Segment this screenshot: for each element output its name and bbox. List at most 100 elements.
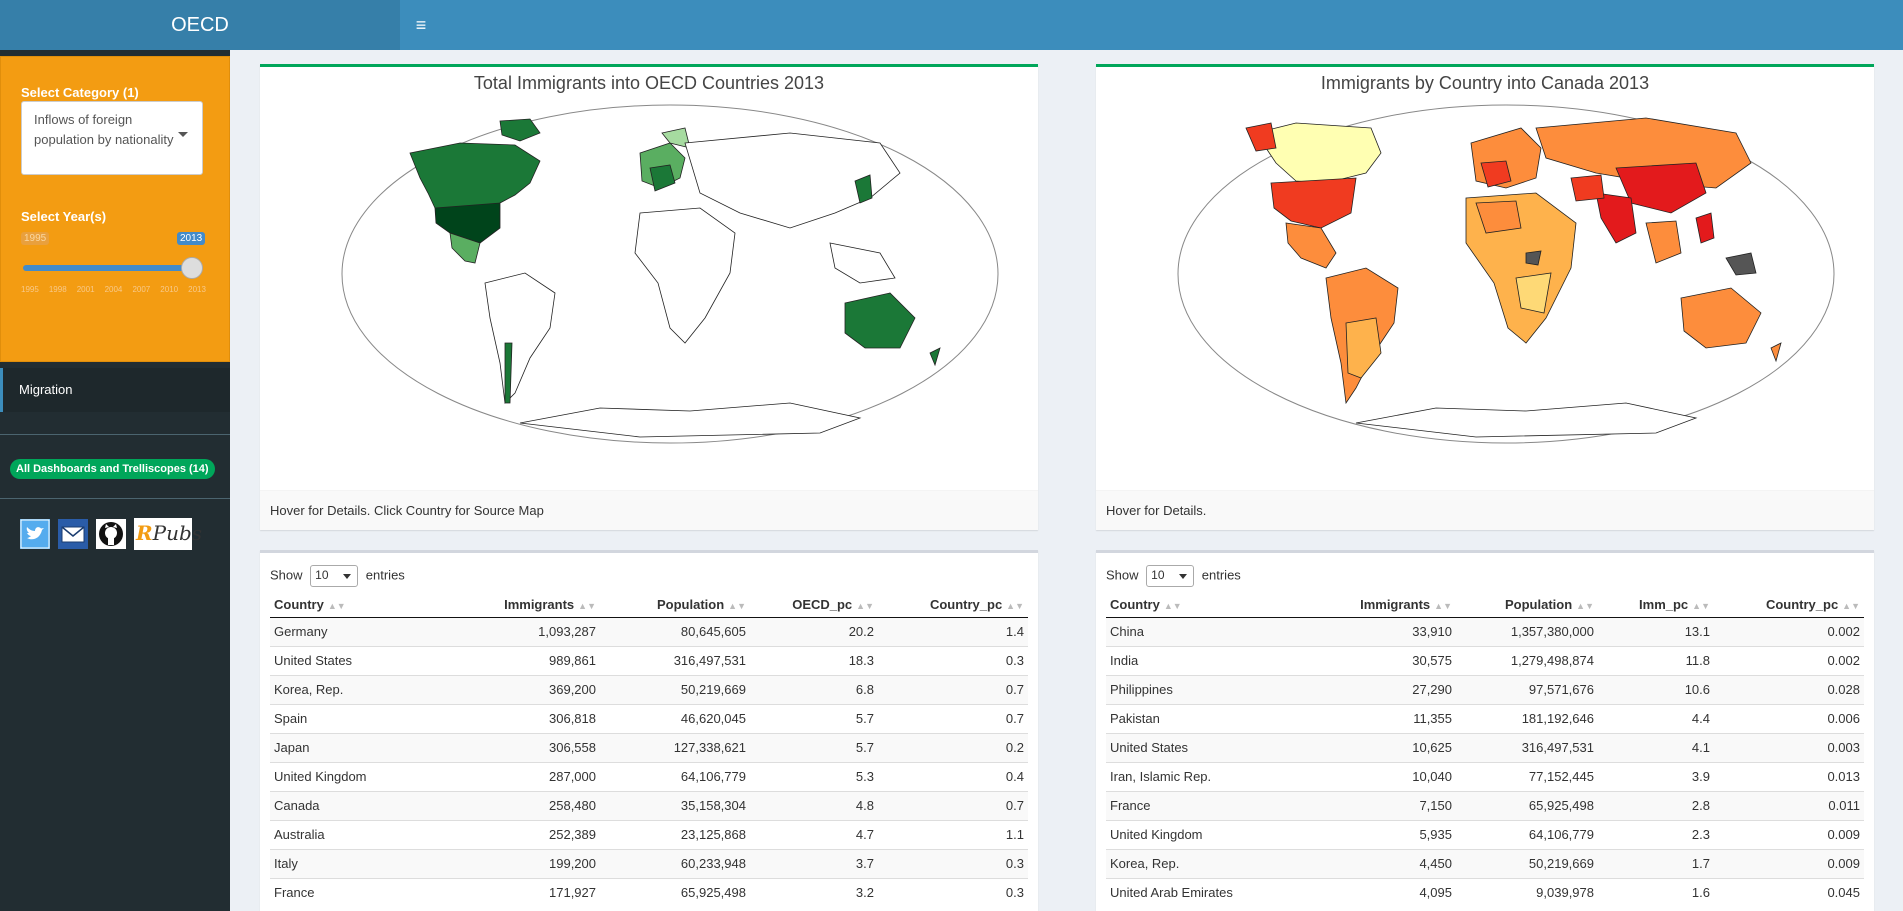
category-select[interactable]: Inflows of foreign population by nationa…	[21, 101, 203, 175]
rpubs-logo-r: R	[136, 521, 153, 545]
table-cell: 5.7	[750, 732, 878, 762]
column-header-country-pc[interactable]: Country_pc ▲▼	[1714, 593, 1864, 618]
table-cell: Italy	[270, 848, 440, 878]
oecd-data-table: Country ▲▼ Immigrants ▲▼ Population ▲▼ OECD…	[270, 593, 1028, 907]
slider-ticks: 1995 1998 2001 2004 2007 2010 2013	[21, 285, 206, 294]
table-cell: 4.8	[750, 790, 878, 820]
slider-tick: 2001	[76, 285, 95, 294]
app-logo[interactable]: OECD	[0, 0, 400, 50]
table-row[interactable]: France 7,150 65,925,498 2.8 0.011	[1106, 790, 1864, 820]
table-cell: 3.7	[750, 848, 878, 878]
table-row[interactable]: Korea, Rep. 369,200 50,219,669 6.8 0.7	[270, 674, 1028, 704]
all-dashboards-link[interactable]: All Dashboards and Trelliscopes (14)	[10, 459, 215, 479]
table-row[interactable]: Italy 199,200 60,233,948 3.7 0.3	[270, 848, 1028, 878]
column-header-country-pc[interactable]: Country_pc ▲▼	[878, 593, 1028, 618]
table-cell: 171,927	[440, 877, 600, 907]
table-row[interactable]: United Kingdom 287,000 64,106,779 5.3 0.4	[270, 761, 1028, 791]
table-cell: 989,861	[440, 645, 600, 675]
column-header-population[interactable]: Population ▲▼	[1456, 593, 1598, 618]
table-row[interactable]: Pakistan 11,355 181,192,646 4.4 0.006	[1106, 703, 1864, 733]
column-header-oecd-pc[interactable]: OECD_pc ▲▼	[750, 593, 878, 618]
table-row[interactable]: China 33,910 1,357,380,000 13.1 0.002	[1106, 616, 1864, 646]
table-row[interactable]: United Kingdom 5,935 64,106,779 2.3 0.009	[1106, 819, 1864, 849]
table-cell: 199,200	[440, 848, 600, 878]
table-cell: 1.4	[878, 616, 1028, 646]
column-header-country[interactable]: Country ▲▼	[1106, 593, 1306, 618]
column-header-population[interactable]: Population ▲▼	[600, 593, 750, 618]
slider-tick: 1995	[21, 285, 39, 294]
sort-icon: ▲▼	[578, 601, 596, 612]
table-row[interactable]: Japan 306,558 127,338,621 5.7 0.2	[270, 732, 1028, 762]
sort-icon: ▲▼	[1006, 601, 1024, 612]
table-cell: 77,152,445	[1456, 761, 1598, 791]
table-cell: 10.6	[1598, 674, 1714, 704]
table-cell: 30,575	[1306, 645, 1456, 675]
table-cell: 0.7	[878, 790, 1028, 820]
table-cell: 2.3	[1598, 819, 1714, 849]
table-row[interactable]: Australia 252,389 23,125,868 4.7 1.1	[270, 819, 1028, 849]
table-cell: 127,338,621	[600, 732, 750, 762]
table-cell: 80,645,605	[600, 616, 750, 646]
table-row[interactable]: Philippines 27,290 97,571,676 10.6 0.028	[1106, 674, 1864, 704]
table-cell: 1,357,380,000	[1456, 616, 1598, 646]
oecd-map-title: Total Immigrants into OECD Countries 201…	[473, 73, 825, 93]
slider-tick: 2010	[160, 285, 179, 294]
oecd-world-map[interactable]	[340, 103, 1000, 445]
table-row[interactable]: Spain 306,818 46,620,045 5.7 0.7	[270, 703, 1028, 733]
table-cell: 252,389	[440, 819, 600, 849]
table-row[interactable]: United States 10,625 316,497,531 4.1 0.003	[1106, 732, 1864, 762]
table-cell: 10,625	[1306, 732, 1456, 762]
caret-down-icon	[178, 132, 188, 137]
table-cell: 20.2	[750, 616, 878, 646]
table-cell: 316,497,531	[600, 645, 750, 675]
table-cell: 3.9	[1598, 761, 1714, 791]
oecd-table-box: Show 10 entries Country ▲▼ Immigrants ▲▼ P…	[260, 550, 1038, 911]
sort-icon: ▲▼	[1576, 601, 1594, 612]
table-row[interactable]: United States 989,861 316,497,531 18.3 0.3	[270, 645, 1028, 675]
canada-map-box: Immigrants by Country into Canada 2013 H…	[1096, 64, 1874, 530]
table-cell: 0.4	[878, 761, 1028, 791]
table-row[interactable]: Korea, Rep. 4,450 50,219,669 1.7 0.009	[1106, 848, 1864, 878]
table-cell: 0.011	[1714, 790, 1864, 820]
column-header-imm-pc[interactable]: Imm_pc ▲▼	[1598, 593, 1714, 618]
table-row[interactable]: Germany 1,093,287 80,645,605 20.2 1.4	[270, 616, 1028, 646]
table-cell: 0.006	[1714, 703, 1864, 733]
year-slider-handle[interactable]	[181, 257, 203, 279]
table-cell: 6.8	[750, 674, 878, 704]
column-header-immigrants[interactable]: Immigrants ▲▼	[440, 593, 600, 618]
canada-data-table: Country ▲▼ Immigrants ▲▼ Population ▲▼ Imm_…	[1106, 593, 1864, 907]
year-slider-track[interactable]	[23, 265, 193, 271]
table-row[interactable]: United Arab Emirates 4,095 9,039,978 1.6 0.0…	[1106, 877, 1864, 907]
column-header-country[interactable]: Country ▲▼	[270, 593, 440, 618]
table-cell: 10,040	[1306, 761, 1456, 791]
sidebar-item-migration[interactable]: Migration	[0, 368, 230, 412]
rpubs-link[interactable]: RPubs	[134, 518, 202, 550]
sidebar-toggle-button[interactable]: ≡	[400, 0, 442, 50]
length-select[interactable]: 10	[1146, 565, 1195, 587]
table-row[interactable]: India 30,575 1,279,498,874 11.8 0.002	[1106, 645, 1864, 675]
table-cell: 0.045	[1714, 877, 1864, 907]
email-link[interactable]	[58, 518, 88, 550]
table-cell: 33,910	[1306, 616, 1456, 646]
table-row[interactable]: France 171,927 65,925,498 3.2 0.3	[270, 877, 1028, 907]
table-row[interactable]: Canada 258,480 35,158,304 4.8 0.7	[270, 790, 1028, 820]
table-row[interactable]: Iran, Islamic Rep. 10,040 77,152,445 3.9 0.0…	[1106, 761, 1864, 791]
table-cell: 0.009	[1714, 848, 1864, 878]
table-cell: 35,158,304	[600, 790, 750, 820]
table-cell: 1.6	[1598, 877, 1714, 907]
column-header-immigrants[interactable]: Immigrants ▲▼	[1306, 593, 1456, 618]
twitter-link[interactable]	[20, 518, 50, 550]
slider-tick: 2004	[104, 285, 123, 294]
canada-world-map[interactable]	[1176, 103, 1836, 445]
table-cell: 11,355	[1306, 703, 1456, 733]
entries-label: entries	[365, 567, 405, 583]
table-cell: Korea, Rep.	[270, 674, 440, 704]
table-cell: Australia	[270, 819, 440, 849]
category-select-value: Inflows of foreign population by nationa…	[34, 112, 174, 147]
slider-min-label: 1995	[21, 232, 50, 245]
table-cell: China	[1106, 616, 1306, 646]
table-cell: Canada	[270, 790, 440, 820]
table-cell: 0.013	[1714, 761, 1864, 791]
github-link[interactable]	[96, 518, 126, 550]
length-select[interactable]: 10	[310, 565, 359, 587]
